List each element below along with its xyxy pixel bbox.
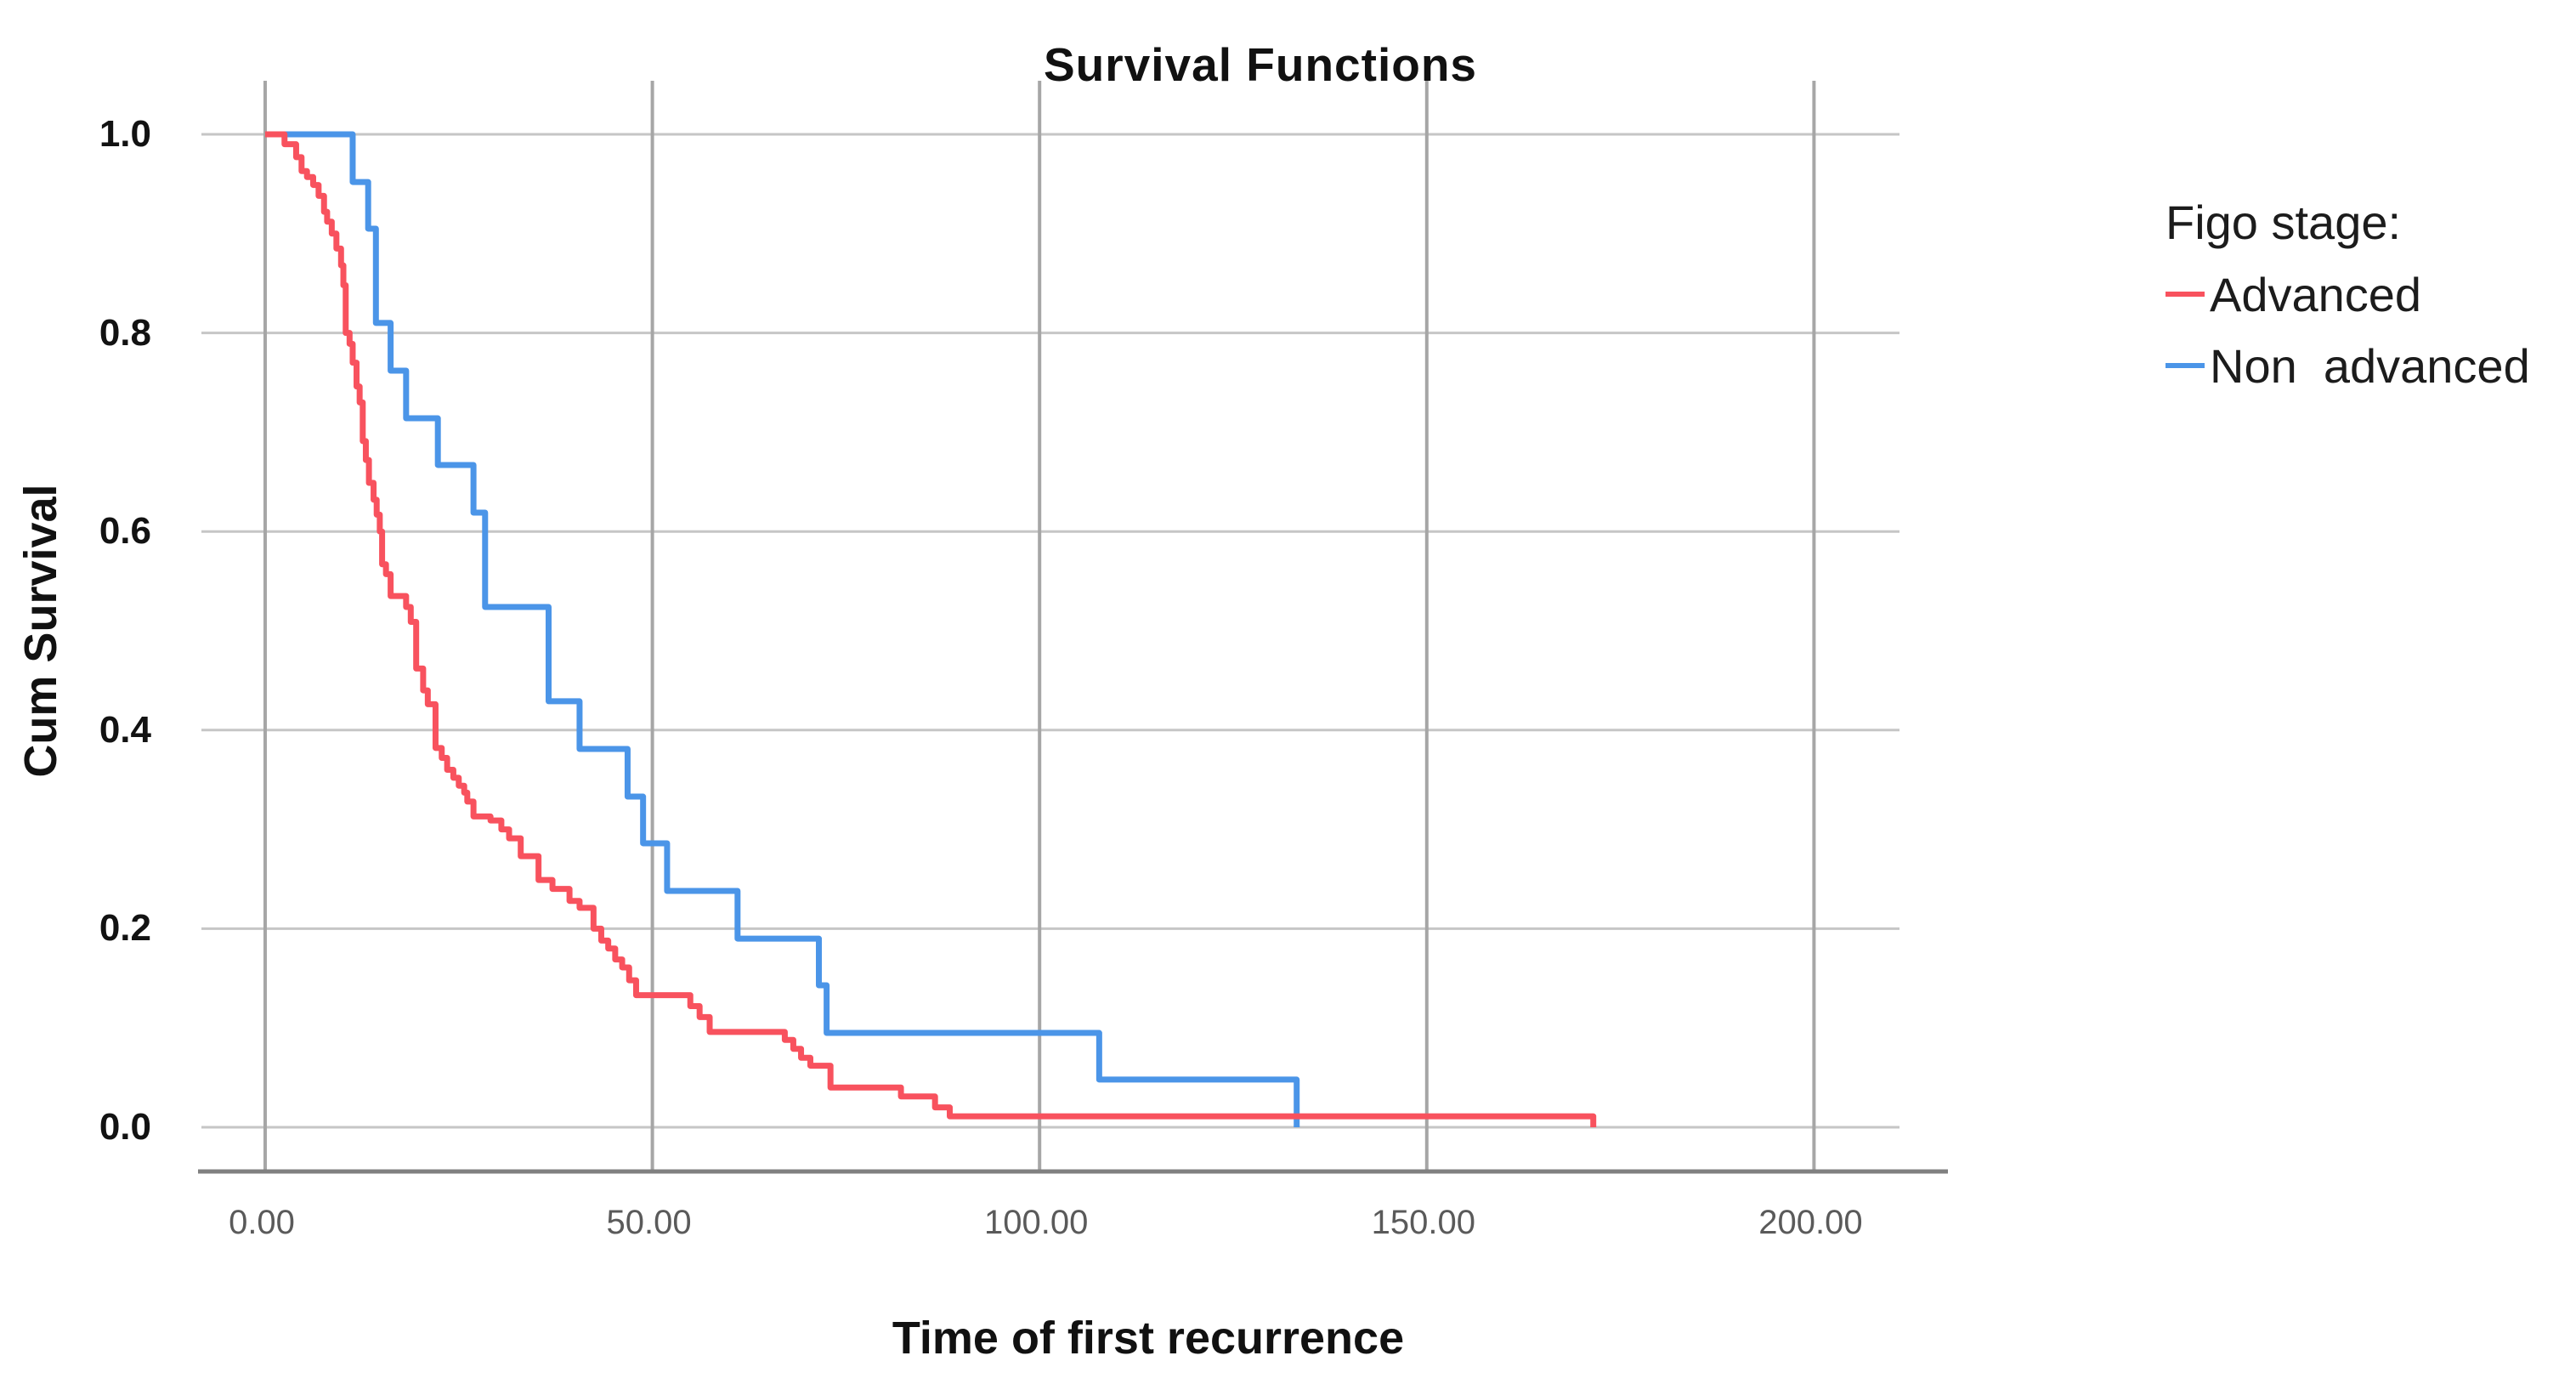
y-tick-label: 0.4	[99, 708, 151, 751]
non-advanced-line-swatch	[2166, 363, 2205, 368]
y-tick-label: 0.2	[99, 907, 151, 950]
chart-title: Survival Functions	[1043, 38, 1478, 91]
legend-item-label: Non advanced	[2210, 338, 2530, 393]
x-axis-title: Time of first recurrence	[892, 1313, 1405, 1364]
series-line-advanced	[265, 131, 1597, 1127]
x-tick-label: 100.00	[984, 1204, 1089, 1241]
y-tick-label: 0.8	[99, 311, 151, 354]
y-tick-label: 0.6	[99, 510, 151, 553]
legend-item-advanced: Advanced	[2166, 258, 2530, 330]
y-tick-label: 1.0	[99, 113, 151, 155]
legend-title: Figo stage:	[2166, 196, 2402, 249]
x-tick-label: 150.00	[1371, 1204, 1475, 1241]
y-axis-title: Cum Survival	[15, 484, 66, 778]
advanced-line-swatch	[2166, 292, 2205, 297]
x-tick-label: 50.00	[606, 1204, 692, 1241]
x-tick-label: 200.00	[1758, 1204, 1863, 1241]
y-tick-label: 0.0	[99, 1106, 151, 1148]
series-line-non-advanced	[265, 131, 1300, 1127]
x-tick-label: 0.00	[229, 1204, 295, 1241]
legend-item-non-advanced: Non advanced	[2166, 330, 2530, 401]
legend: Figo stage: Advanced Non advanced	[2166, 187, 2530, 401]
legend-item-label: Advanced	[2210, 267, 2422, 321]
